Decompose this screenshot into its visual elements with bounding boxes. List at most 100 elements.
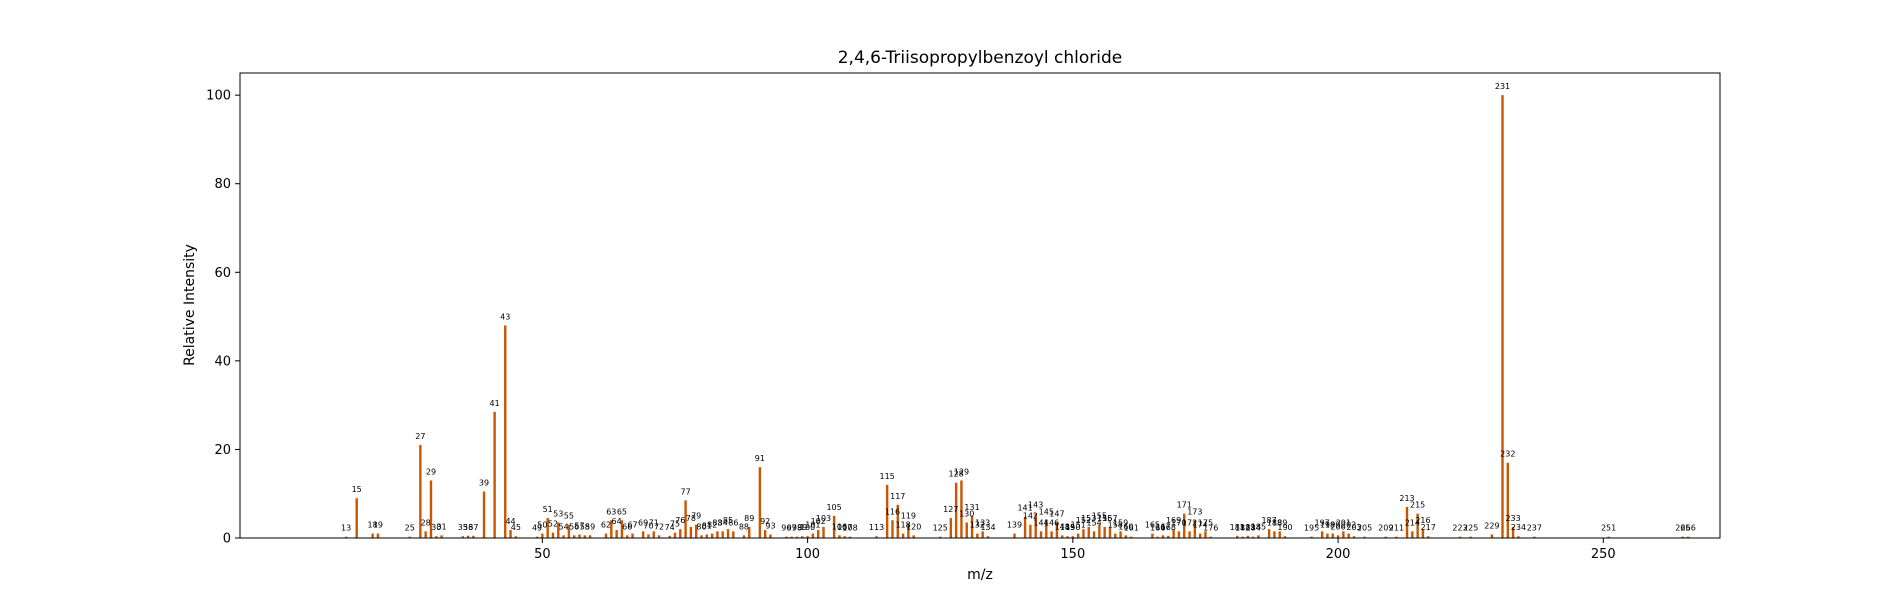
spectrum-bars — [344, 95, 1690, 539]
spectrum-bar — [1023, 516, 1027, 538]
peak-label: 183 — [1240, 523, 1255, 532]
peak-label: 85 — [723, 516, 733, 525]
spectrum-bar — [419, 445, 422, 538]
peak-label: 133 — [975, 518, 990, 527]
peak-label: 129 — [954, 467, 969, 476]
spectrum-bar — [716, 531, 719, 538]
peak-label: 51 — [543, 505, 553, 514]
spectrum-bar — [1061, 535, 1064, 538]
spectrum-bar — [504, 325, 507, 538]
spectrum-bar — [806, 536, 809, 538]
peak-label: 184 — [1246, 524, 1261, 533]
peak-label: 149 — [1060, 523, 1075, 532]
spectrum-bar — [1177, 531, 1181, 538]
peak-label: 168 — [1161, 523, 1176, 532]
spectrum-bar — [355, 498, 358, 538]
peak-label: 15 — [352, 485, 362, 494]
spectrum-bar — [1167, 535, 1170, 538]
spectrum-bar — [509, 530, 512, 538]
spectrum-bar — [535, 536, 539, 538]
spectrum-bar — [1517, 536, 1520, 538]
spectrum-bar — [976, 533, 979, 538]
spectrum-bar — [790, 536, 793, 538]
spectrum-bar — [572, 535, 576, 538]
peak-label: 197 — [1315, 518, 1330, 527]
peak-label: 195 — [1304, 524, 1319, 533]
peak-label: 50 — [537, 521, 547, 530]
peak-label: 144 — [1033, 518, 1048, 527]
peak-label: 62 — [601, 521, 611, 530]
spectrum-bar — [769, 534, 772, 538]
peak-label: 102 — [811, 517, 826, 526]
spectrum-bar — [801, 536, 804, 538]
spectrum-bar — [1251, 536, 1255, 538]
y-tick-label: 100 — [206, 89, 231, 104]
peak-label: 234 — [1511, 523, 1526, 532]
spectrum-bar — [1098, 524, 1101, 538]
x-axis-title: m/z — [967, 567, 993, 583]
peak-label: 105 — [826, 503, 841, 512]
spectrum-bar — [1395, 536, 1398, 538]
peak-label: 65 — [617, 507, 627, 516]
chart-title: 2,4,6-Triisopropylbenzoyl chloride — [838, 48, 1123, 68]
spectrum-bar — [721, 531, 724, 538]
spectrum-bar — [795, 536, 799, 538]
spectrum-bar — [848, 536, 852, 538]
spectrum-bar — [960, 480, 963, 538]
spectrum-bar — [562, 535, 565, 538]
spectrum-bar — [435, 536, 438, 538]
y-axis-ticks: 0 20 40 60 80 100 — [206, 89, 240, 547]
peak-label: 98 — [792, 524, 802, 533]
spectrum-bar — [440, 535, 443, 538]
y-tick-label: 80 — [214, 177, 231, 192]
spectrum-bar — [832, 515, 836, 538]
peak-label: 187 — [1261, 516, 1276, 525]
spectrum-bar — [1363, 536, 1366, 538]
spectrum-bar — [371, 533, 374, 538]
peak-label: 132 — [970, 521, 985, 530]
peak-label: 13 — [341, 524, 351, 533]
spectrum-bar — [376, 533, 380, 538]
spectrum-bar — [1129, 536, 1133, 538]
spectrum-bar — [1469, 536, 1472, 538]
spectrum-bar — [583, 535, 587, 538]
spectrum-bar — [1055, 522, 1059, 538]
spectrum-bar — [1384, 536, 1388, 538]
peak-label: 148 — [1055, 522, 1070, 531]
peak-label: 125 — [933, 524, 948, 533]
spectrum-bar — [1347, 533, 1350, 538]
peak-label: 142 — [1023, 512, 1038, 521]
peak-label: 232 — [1500, 450, 1515, 459]
peak-label: 58 — [580, 522, 590, 531]
peak-label: 31 — [436, 522, 446, 531]
peak-label: 113 — [869, 523, 884, 532]
spectrum-bar — [732, 531, 735, 538]
peak-label: 237 — [1527, 524, 1542, 533]
spectrum-bar — [1039, 531, 1043, 538]
peak-label: 157 — [1102, 514, 1117, 523]
spectrum-bar — [1331, 533, 1334, 538]
spectrum-bar — [1029, 524, 1032, 538]
spectrum-bar — [567, 524, 571, 538]
peak-label: 176 — [1203, 524, 1218, 533]
peak-label: 154 — [1086, 518, 1101, 527]
peak-label: 116 — [885, 507, 900, 516]
spectrum-bar — [710, 533, 714, 538]
spectrum-bar — [626, 535, 629, 538]
spectrum-bar — [1511, 526, 1515, 538]
peak-label: 63 — [606, 507, 616, 516]
peak-label: 72 — [654, 522, 664, 531]
peak-label: 64 — [612, 517, 622, 526]
peak-label: 214 — [1405, 518, 1420, 527]
peak-label: 106 — [832, 522, 847, 531]
spectrum-bar — [726, 529, 730, 538]
spectrum-bar — [429, 480, 433, 538]
peak-label: 18 — [368, 521, 378, 530]
x-tick-label: 200 — [1326, 547, 1351, 562]
peak-label: 266 — [1681, 524, 1696, 533]
y-tick-label: 20 — [214, 443, 231, 458]
peak-label: 155 — [1092, 512, 1107, 521]
spectrum-bar — [1421, 529, 1425, 538]
